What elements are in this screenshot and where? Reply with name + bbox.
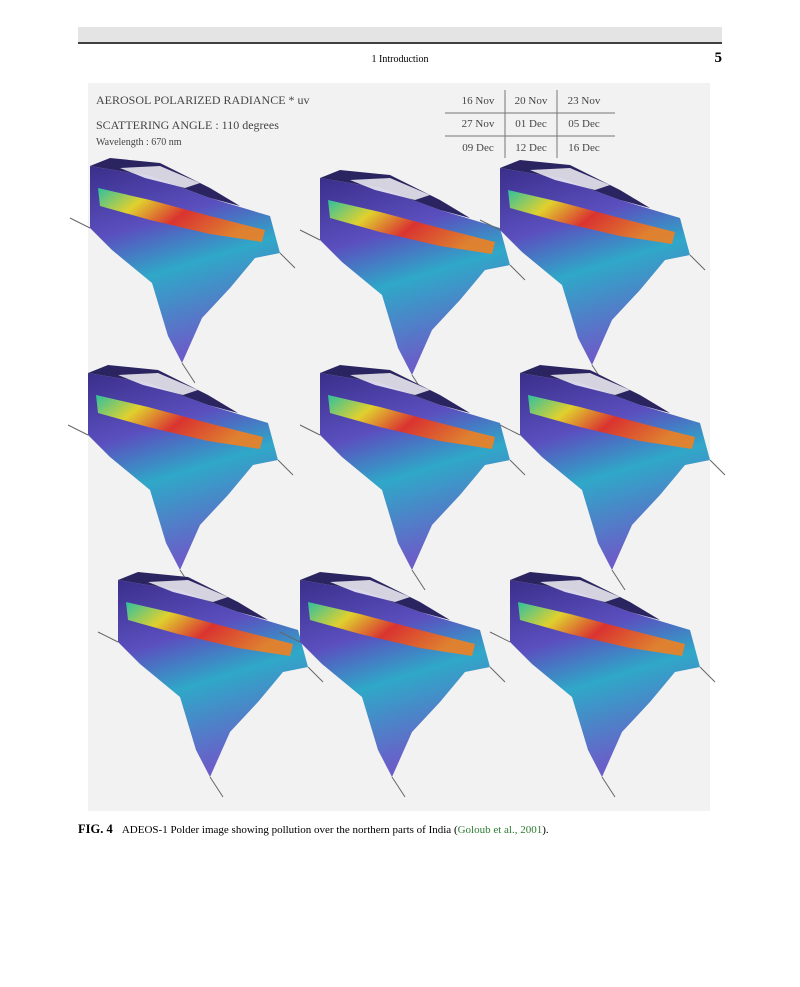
date-label: 20 Nov <box>515 95 548 107</box>
caption: FIG. 4 ADEOS-1 Polder image showing poll… <box>78 822 549 836</box>
caption-label: FIG. 4 <box>78 822 113 836</box>
date-label: 16 Nov <box>462 95 495 107</box>
date-grid <box>445 90 615 158</box>
page-number: 5 <box>715 50 723 66</box>
figure-title: AEROSOL POLARIZED RADIANCE * uv <box>96 93 310 107</box>
caption-text: ADEOS-1 Polder image showing pollution o… <box>122 824 458 836</box>
date-label: 01 Dec <box>515 118 547 130</box>
header-bar <box>78 27 722 42</box>
date-label: 05 Dec <box>568 118 600 130</box>
figure-title: Wavelength : 670 nm <box>96 137 182 148</box>
running-head: 1 Introduction <box>372 54 429 65</box>
date-label: 16 Dec <box>568 142 600 154</box>
citation: Goloub et al., 2001 <box>458 824 543 836</box>
caption-end: ). <box>542 824 549 836</box>
figure-title: SCATTERING ANGLE : 110 degrees <box>96 118 279 132</box>
date-label: 23 Nov <box>568 95 601 107</box>
date-label: 27 Nov <box>462 118 495 130</box>
date-label: 09 Dec <box>462 142 494 154</box>
date-label: 12 Dec <box>515 142 547 154</box>
